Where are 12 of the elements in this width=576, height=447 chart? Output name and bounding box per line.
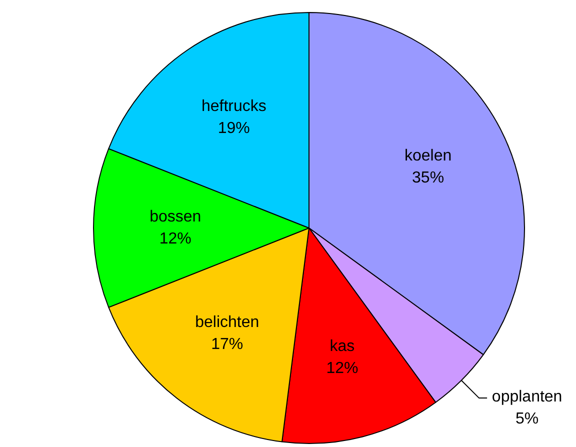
data-label: 12%	[159, 230, 192, 248]
slice-label: koelen	[404, 148, 452, 165]
data-label: 35%	[412, 170, 444, 187]
data-label: 12%	[326, 360, 358, 377]
data-label: 5%	[515, 410, 539, 428]
slice-label: kas	[330, 338, 355, 355]
slice-label: opplanten	[492, 388, 562, 406]
data-label: 19%	[218, 120, 250, 137]
slice-label: belichten	[195, 314, 260, 331]
slice-label: bossen	[150, 208, 202, 226]
data-label: 17%	[211, 336, 244, 353]
slice-label: heftrucks	[201, 98, 266, 115]
